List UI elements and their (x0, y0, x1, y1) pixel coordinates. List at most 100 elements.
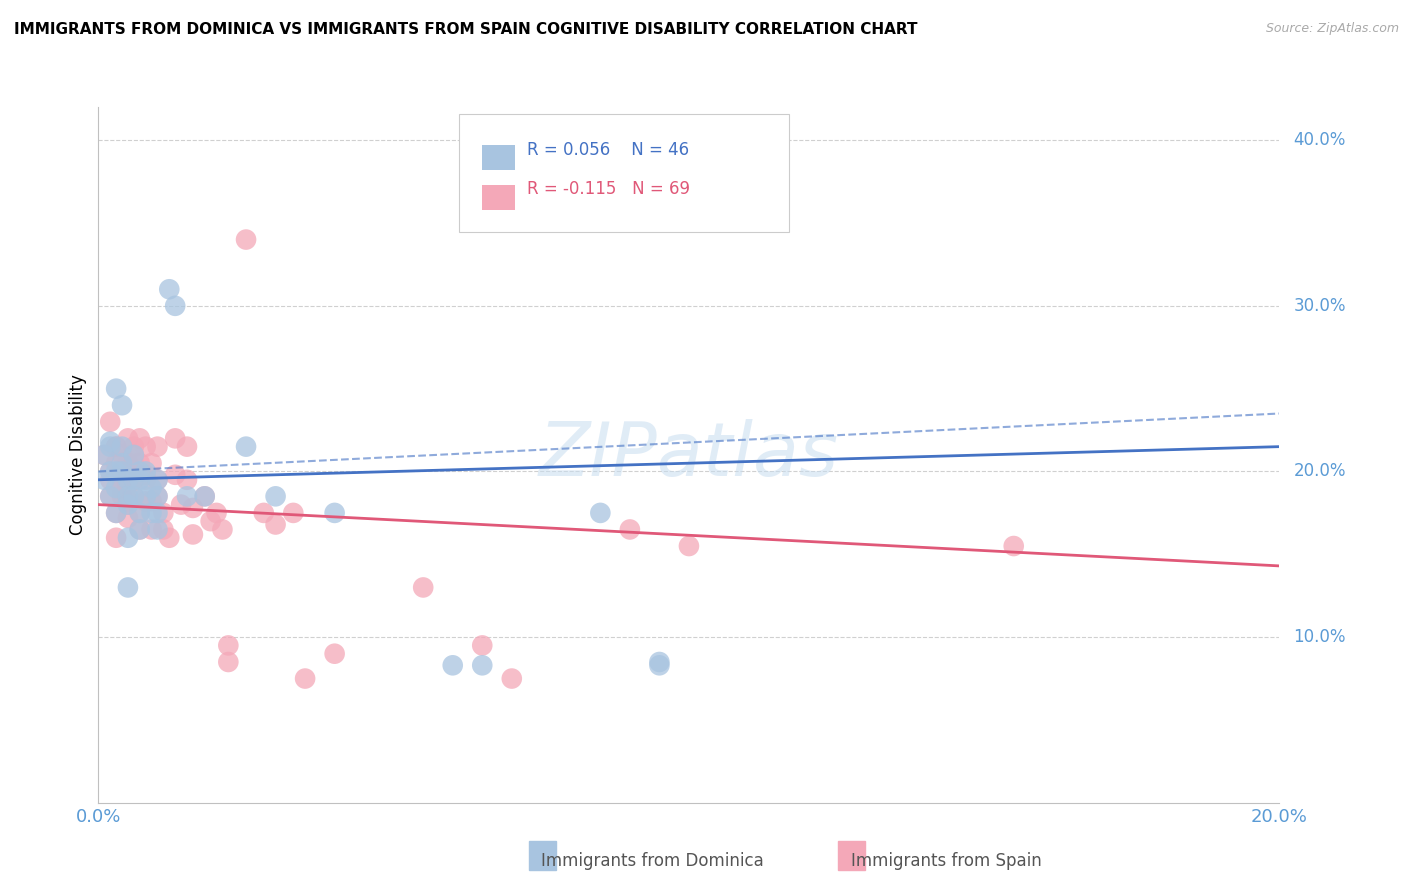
Point (283, 506, 305, 520)
Point (205, 506, 228, 520)
Text: R = 0.056    N = 46: R = 0.056 N = 46 (527, 141, 689, 159)
Point (117, 494, 139, 508)
Point (146, 506, 169, 520)
Point (323, 647, 346, 661)
Point (211, 523, 233, 537)
Point (157, 531, 180, 545)
Point (135, 440, 157, 454)
Text: Immigrants from Dominica: Immigrants from Dominica (541, 852, 763, 870)
Point (117, 473, 139, 487)
Point (294, 672, 316, 686)
Point (157, 282, 180, 296)
Point (146, 440, 169, 454)
Point (165, 431, 187, 445)
Point (323, 506, 346, 520)
Point (105, 440, 128, 454)
Point (619, 523, 641, 537)
Point (122, 489, 145, 503)
Point (235, 233, 257, 247)
Point (111, 440, 134, 454)
Point (141, 494, 163, 508)
Point (111, 456, 134, 470)
Point (200, 514, 222, 528)
Text: 30.0%: 30.0% (1294, 297, 1346, 315)
Point (135, 489, 157, 503)
Point (93, 473, 115, 487)
Point (128, 523, 150, 537)
Text: 40.0%: 40.0% (1294, 131, 1346, 149)
Point (98, 434, 121, 449)
Point (589, 506, 612, 520)
Point (98, 465, 121, 479)
Point (165, 299, 187, 313)
Point (181, 500, 204, 515)
Point (98, 489, 121, 503)
Point (105, 506, 128, 520)
Text: R = -0.115   N = 69: R = -0.115 N = 69 (527, 180, 690, 198)
Point (111, 398, 134, 412)
Point (122, 448, 145, 462)
Point (253, 506, 276, 520)
Point (105, 506, 128, 520)
Point (105, 531, 128, 545)
Point (122, 473, 145, 487)
Point (176, 489, 198, 503)
Point (165, 467, 187, 482)
Point (105, 481, 128, 495)
Point (105, 465, 128, 479)
Point (648, 658, 671, 673)
Point (117, 531, 139, 545)
Point (128, 465, 150, 479)
Point (170, 498, 193, 512)
Point (217, 639, 239, 653)
Point (264, 517, 287, 532)
Point (117, 477, 139, 491)
Point (117, 511, 139, 525)
Point (105, 440, 128, 454)
Point (128, 506, 150, 520)
Point (122, 448, 145, 462)
Point (412, 581, 434, 595)
Point (181, 527, 204, 541)
Point (128, 523, 150, 537)
Text: Source: ZipAtlas.com: Source: ZipAtlas.com (1265, 22, 1399, 36)
Point (141, 506, 163, 520)
Point (135, 494, 157, 508)
Point (471, 658, 494, 673)
Point (141, 456, 163, 470)
Point (176, 440, 198, 454)
Point (98, 489, 121, 503)
Point (111, 465, 134, 479)
FancyBboxPatch shape (458, 114, 789, 232)
Point (105, 456, 128, 470)
Point (176, 473, 198, 487)
Point (98, 415, 121, 429)
Point (117, 456, 139, 470)
Point (678, 539, 700, 553)
Bar (482, 145, 516, 169)
Point (117, 498, 139, 512)
Point (98, 473, 121, 487)
Point (98, 465, 121, 479)
Point (117, 489, 139, 503)
Point (122, 489, 145, 503)
Point (441, 658, 464, 673)
Point (471, 639, 494, 653)
Text: 20.0%: 20.0% (1294, 462, 1346, 481)
Point (152, 506, 174, 520)
Point (146, 489, 169, 503)
Point (152, 523, 174, 537)
Point (501, 672, 523, 686)
Point (135, 467, 157, 482)
Text: ZIPatlas: ZIPatlas (538, 419, 839, 491)
Point (135, 473, 157, 487)
Point (264, 489, 287, 503)
Point (117, 498, 139, 512)
Point (111, 489, 134, 503)
Point (117, 431, 139, 445)
Point (146, 473, 169, 487)
Point (135, 465, 157, 479)
Point (111, 465, 134, 479)
Point (122, 465, 145, 479)
Point (122, 456, 145, 470)
